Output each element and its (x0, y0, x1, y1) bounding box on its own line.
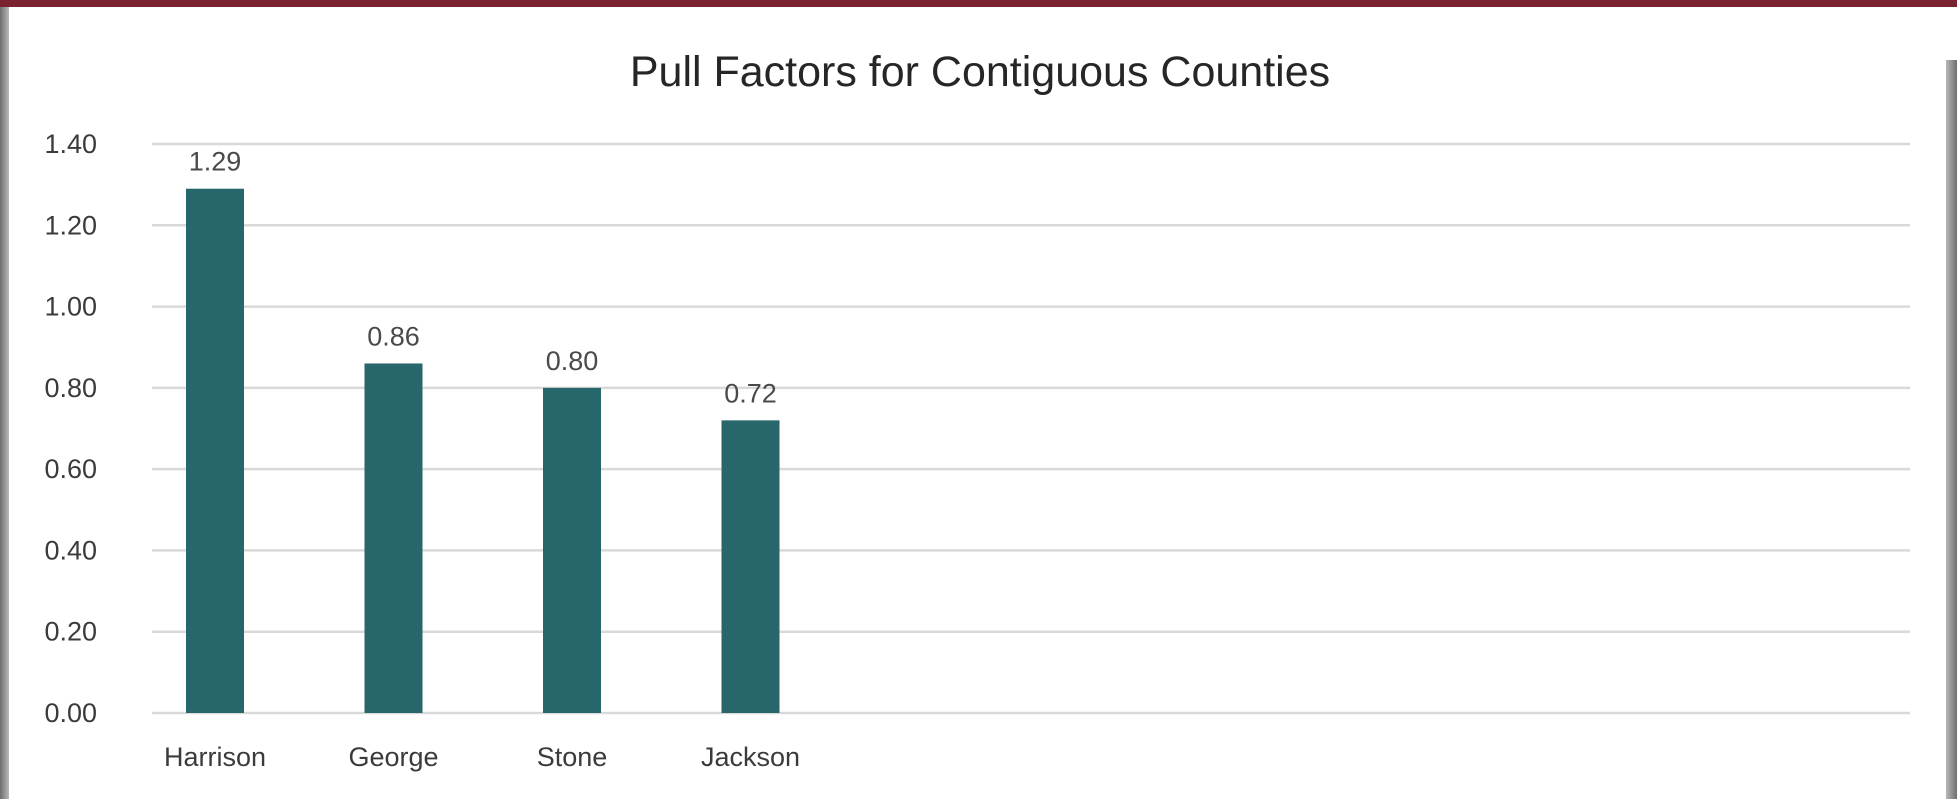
y-tick-label: 0.40 (44, 535, 97, 565)
category-label: George (348, 742, 438, 772)
category-label: Harrison (164, 742, 266, 772)
y-tick-label: 0.80 (44, 373, 97, 403)
y-tick-label: 0.00 (44, 698, 97, 728)
data-label: 0.72 (724, 378, 777, 408)
data-label: 0.86 (367, 321, 420, 351)
y-tick-label: 1.20 (44, 210, 97, 240)
bar (543, 387, 601, 713)
data-label: 1.29 (189, 147, 242, 177)
chart-title: Pull Factors for Contiguous Counties (630, 48, 1330, 96)
bar (721, 420, 780, 713)
frame-left-border (0, 7, 9, 799)
gridlines (152, 142, 1910, 715)
x-axis-category-labels: Harrison George Stone Jackson (164, 742, 800, 772)
data-labels: 1.29 0.86 0.80 0.72 (189, 147, 777, 409)
y-tick-label: 1.00 (44, 292, 97, 322)
data-label: 0.80 (546, 346, 599, 376)
y-axis-tick-labels: 0.00 0.20 0.40 0.60 0.80 1.00 1.20 1.40 (44, 129, 97, 728)
bar (364, 363, 423, 713)
y-tick-label: 0.60 (44, 454, 97, 484)
frame-top-band (0, 0, 1957, 7)
y-tick-label: 0.20 (44, 617, 97, 647)
category-label: Stone (537, 742, 608, 772)
frame-right-border (1946, 60, 1957, 799)
category-label: Jackson (701, 742, 800, 772)
y-tick-label: 1.40 (44, 129, 97, 159)
bars (186, 188, 780, 713)
bar (186, 188, 244, 713)
